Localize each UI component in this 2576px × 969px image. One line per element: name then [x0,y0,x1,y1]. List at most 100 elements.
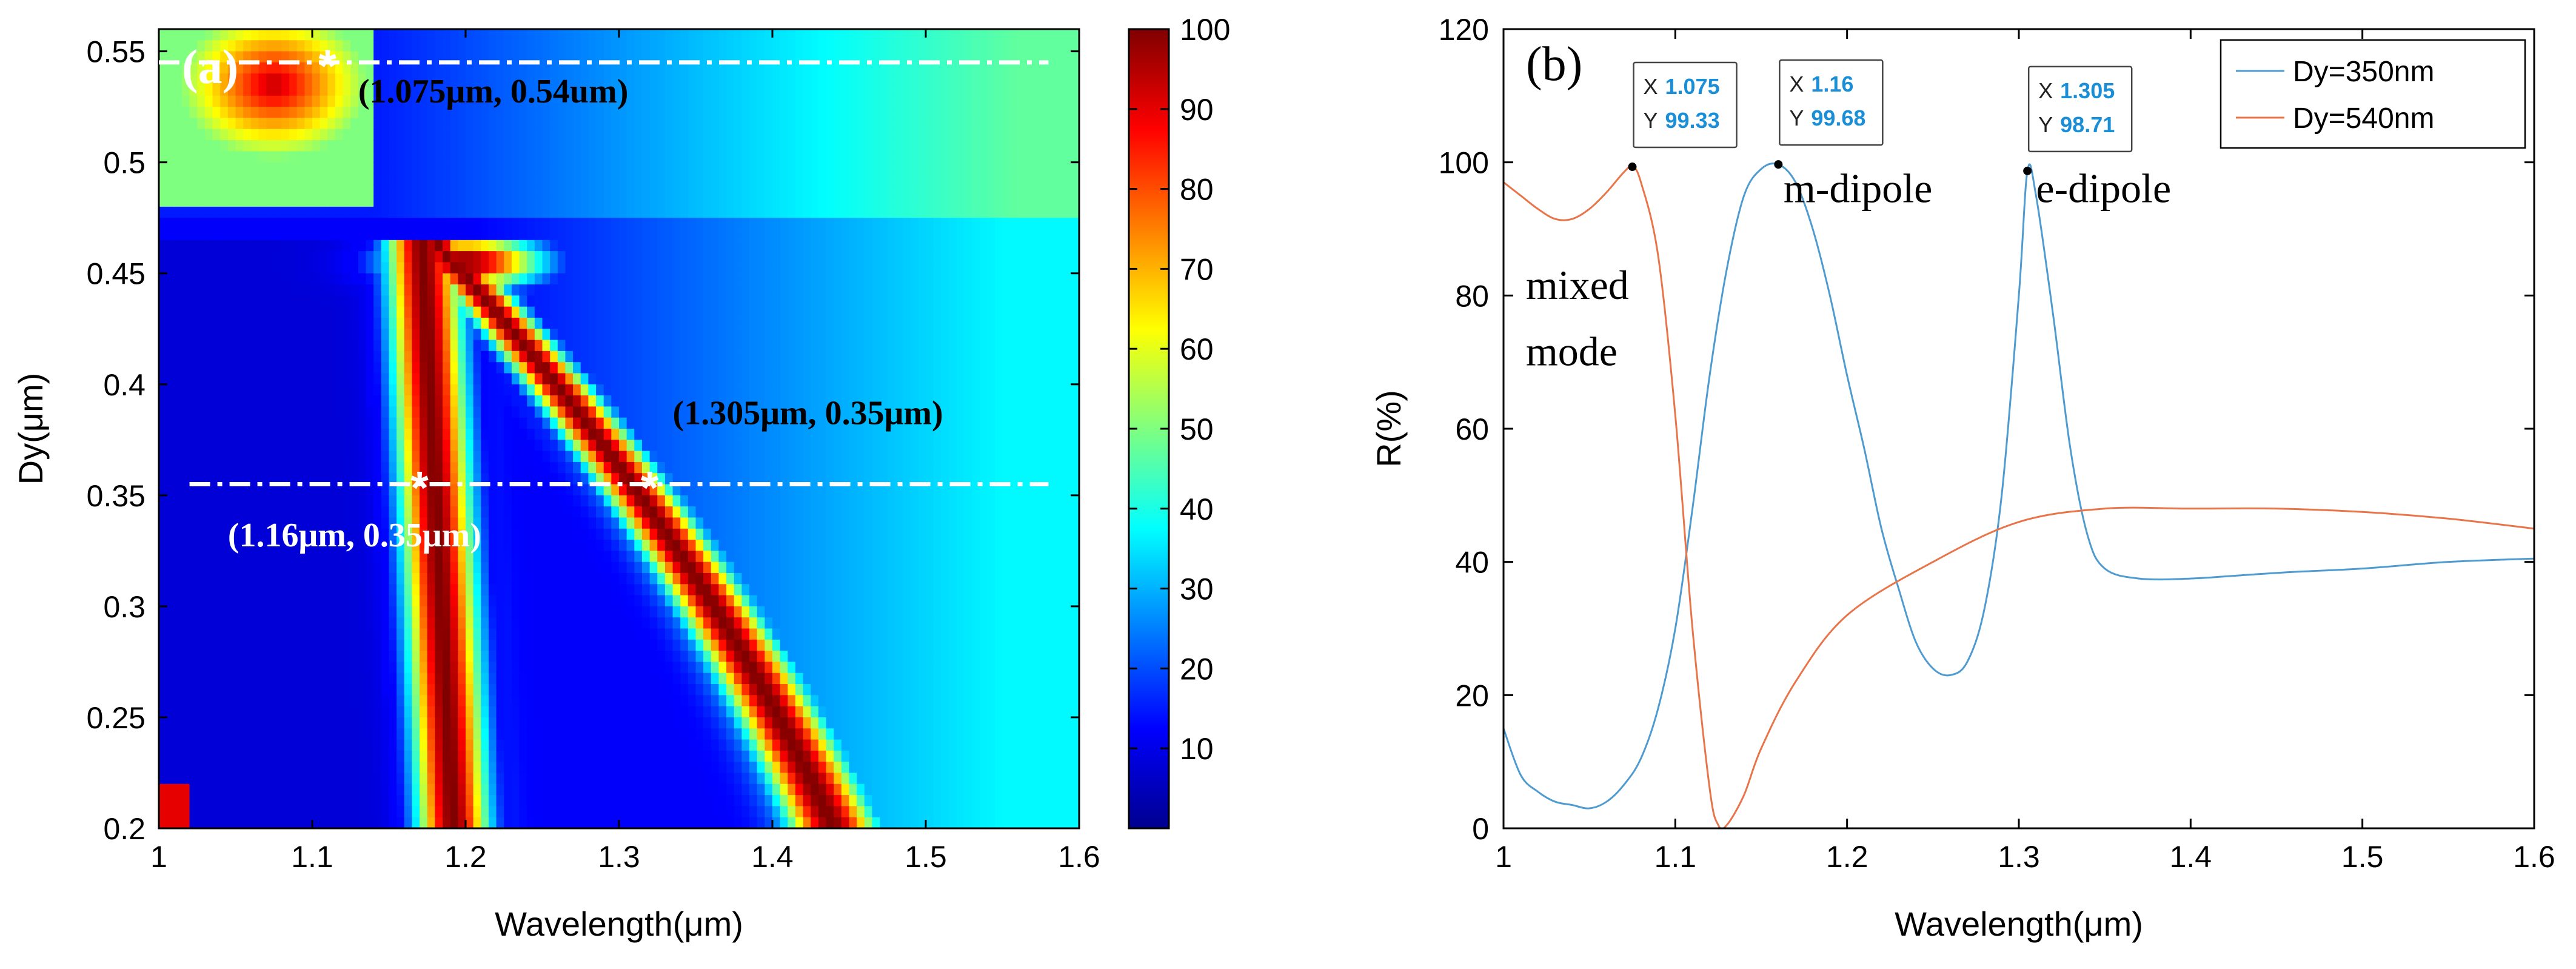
heatmap-cell [527,540,535,552]
heatmap-cell [159,440,167,452]
heatmap-cell [258,684,267,696]
heatmap-cell [565,240,574,252]
heatmap-cell [626,762,635,774]
heatmap-cell [680,340,689,352]
heatmap-cell [220,262,229,274]
heatmap-cell [527,195,535,207]
heatmap-cell [672,684,681,696]
heatmap-cell [412,395,420,407]
heatmap-cell [266,783,275,796]
heatmap-cell [664,273,674,285]
heatmap-cell [304,672,313,685]
heatmap-cell [473,251,482,263]
heatmap-cell [212,306,221,318]
heatmap-cell [611,606,620,618]
heatmap-cell [649,151,658,163]
heatmap-cell [619,695,627,707]
heatmap-cell [473,284,482,297]
heatmap-cell [174,806,182,818]
heatmap-cell [626,672,635,685]
heatmap-cell [511,362,520,374]
heatmap-cell [212,706,221,718]
heatmap-cell [335,173,344,186]
heatmap-cell [603,672,612,685]
heatmap-cell [266,584,275,596]
heatmap-cell [557,417,566,429]
heatmap-cell [680,817,689,828]
heatmap-cell [534,595,543,607]
heatmap-cell [427,595,436,607]
heatmap-cell [335,606,344,618]
heatmap-cell [488,806,497,818]
heatmap-cell [381,251,390,263]
heatmap-cell [672,329,681,341]
heatmap-cell [366,206,374,218]
heatmap-cell [420,417,428,429]
heatmap-cell [596,551,604,563]
heatmap-cell [343,240,352,252]
heatmap-cell [611,595,620,607]
heatmap-cell [641,672,651,685]
heatmap-cell [212,517,221,529]
heatmap-cell [550,684,558,696]
heatmap-cell [189,151,198,163]
heatmap-cell [258,750,267,762]
heatmap-cell [327,295,336,307]
heatmap-cell [466,495,474,507]
heatmap-cell [220,251,229,263]
heatmap-cell [649,484,658,496]
heatmap-cell [664,584,674,596]
heatmap-cell [573,129,581,141]
heatmap-cell [235,29,244,41]
heatmap-cell [220,417,229,429]
heatmap-cell [404,229,413,241]
heatmap-cell [450,406,459,418]
heatmap-cell [580,329,589,341]
heatmap-cell [235,350,244,363]
heatmap-cell [580,595,589,607]
heatmap-cell [427,584,436,596]
heatmap-cell [189,329,198,341]
heatmap-cell [159,817,167,828]
heatmap-cell [443,451,451,463]
heatmap-cell [672,806,681,818]
heatmap-cell [443,572,451,585]
heatmap-cell [197,340,206,352]
heatmap-cell [664,606,674,618]
heatmap-cell [542,329,550,341]
heatmap-cell [235,373,244,385]
heatmap-cell [373,229,382,241]
heatmap-cell [458,417,466,429]
heatmap-cell [450,384,459,396]
heatmap-cell [565,806,574,818]
heatmap-cell [358,684,367,696]
heatmap-cell [466,406,474,418]
heatmap-cell [641,651,651,663]
heatmap-cell [611,140,620,152]
heatmap-cell [596,306,604,318]
heatmap-cell [250,129,259,141]
heatmap-cell [343,572,352,585]
heatmap-cell [227,806,236,818]
heatmap-cell [511,506,520,518]
heatmap-cell [312,406,321,418]
heatmap-cell [527,317,535,330]
heatmap-cell [527,506,535,518]
heatmap-cell [619,484,627,496]
heatmap-cell [243,406,252,418]
heatmap-cell [672,151,681,163]
heatmap-cell [235,40,244,52]
heatmap-cell [550,672,558,685]
heatmap-cell [580,84,589,96]
heatmap-cell [565,62,574,75]
heatmap-cell [343,706,352,718]
heatmap-cell [488,84,497,96]
heatmap-cell [557,262,566,274]
heatmap-cell [649,540,658,552]
heatmap-cell [174,329,182,341]
heatmap-cell [381,118,390,130]
heatmap-cell [427,51,436,63]
heatmap-cell [641,628,651,640]
heatmap-cell [335,107,344,119]
heatmap-cell [204,695,213,707]
